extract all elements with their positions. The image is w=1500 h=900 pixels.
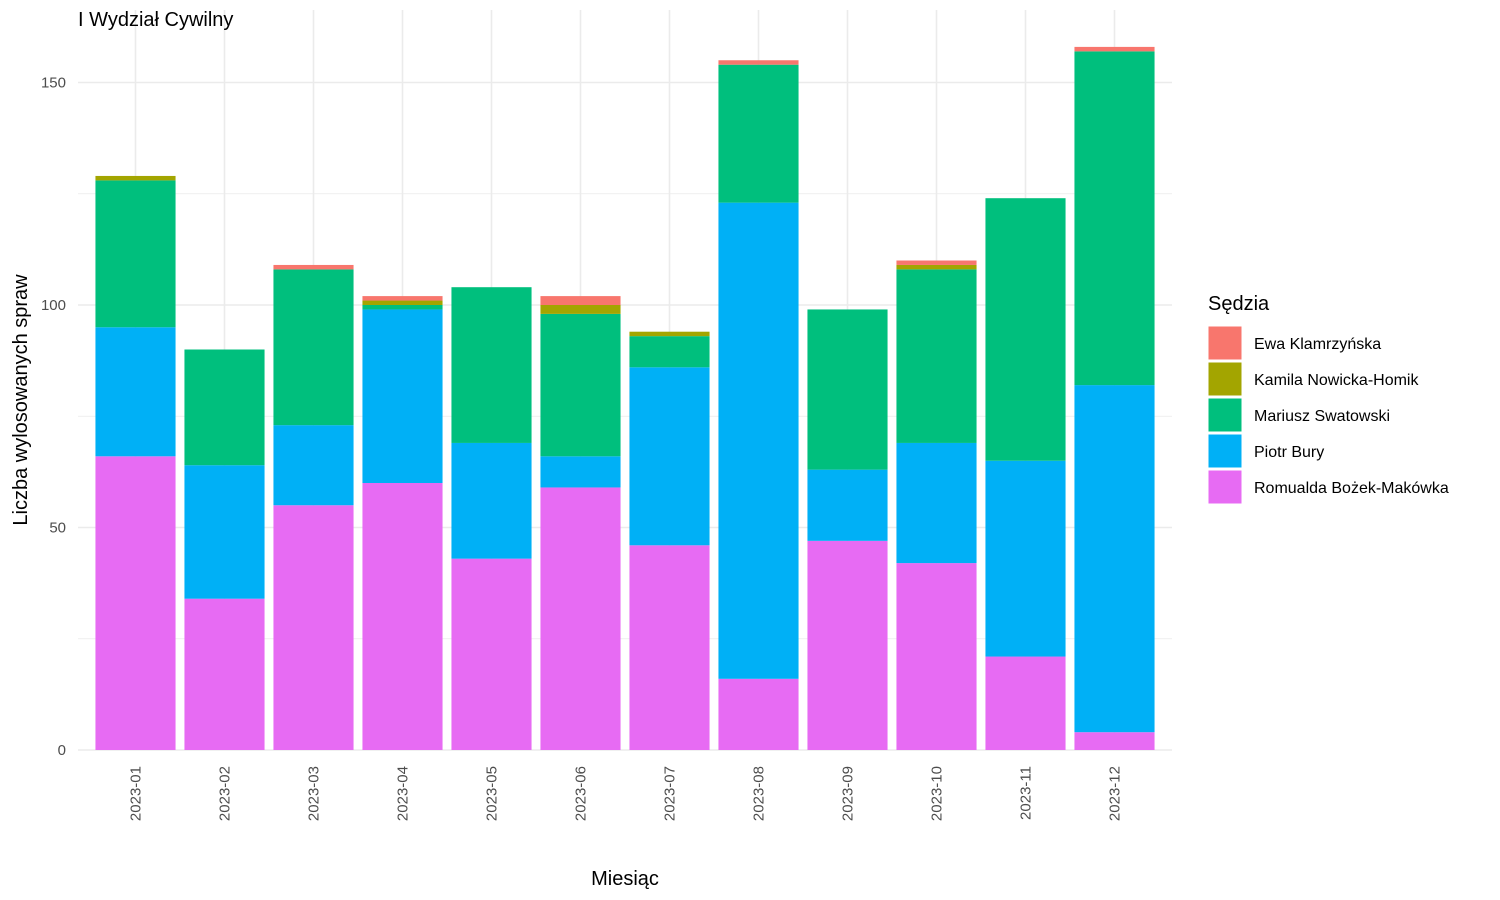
bar-segment [629, 336, 710, 368]
bar-segment [451, 558, 532, 750]
y-axis-ticks: 0 50 100 150 [41, 75, 66, 760]
bar-segment [362, 296, 443, 301]
x-axis-title: Miesiąc [591, 868, 659, 890]
legend-label: Kamila Nowicka-Homik [1254, 372, 1419, 389]
legend-swatch [1207, 361, 1243, 397]
x-tick-label: 2023-08 [751, 766, 768, 821]
bar-segment [718, 64, 799, 203]
bar-segment [1074, 46, 1155, 52]
legend-items: Ewa Klamrzyńska Kamila Nowicka-Homik Mariu… [1207, 325, 1449, 505]
bar-segment [896, 264, 977, 270]
legend-swatch [1207, 469, 1243, 505]
bar-segment [184, 349, 265, 466]
bar-segment [184, 598, 265, 750]
bar-segment [540, 313, 621, 457]
legend-label: Piotr Bury [1254, 444, 1324, 461]
legend-label: Romualda Bożek-Makówka [1254, 480, 1449, 497]
bar-segment [362, 300, 443, 305]
x-tick-label: 2023-09 [840, 766, 857, 821]
bar-segment [273, 505, 354, 750]
bar-segment [451, 287, 532, 443]
legend-swatch [1207, 325, 1243, 361]
y-axis-title: Liczba wylosowanych spraw [10, 274, 32, 526]
bar-segment [807, 309, 888, 470]
x-tick-label: 2023-07 [662, 766, 679, 821]
bar-segment [896, 563, 977, 750]
bar-segment [718, 60, 799, 65]
legend-label: Ewa Klamrzyńska [1254, 336, 1381, 353]
bar-segment [95, 456, 176, 750]
bar-segment [540, 487, 621, 750]
bar-segment [540, 456, 621, 488]
y-tick-label: 100 [41, 297, 66, 314]
bar-segment [540, 296, 621, 305]
bar-segment [273, 264, 354, 270]
x-tick-label: 2023-01 [128, 766, 145, 821]
bar-segment [896, 442, 977, 564]
bar-segment [718, 202, 799, 679]
bar-segment [896, 269, 977, 443]
bar-segment [985, 460, 1066, 657]
y-tick-label: 150 [41, 75, 66, 92]
bar-segment [896, 260, 977, 265]
bar-segment [95, 175, 176, 181]
x-tick-label: 2023-12 [1107, 766, 1124, 821]
bar-segment [451, 442, 532, 559]
bar-segment [629, 367, 710, 546]
bar-segment [362, 305, 443, 310]
legend-swatch [1207, 433, 1243, 469]
x-tick-label: 2023-10 [929, 766, 946, 821]
bar-segment [985, 656, 1066, 750]
bar-segment [273, 269, 354, 426]
x-tick-label: 2023-04 [395, 766, 412, 821]
bars [95, 46, 1155, 750]
bar-segment [95, 327, 176, 457]
x-tick-label: 2023-03 [306, 766, 323, 821]
bar-segment [362, 483, 443, 750]
bar-segment [95, 180, 176, 328]
x-tick-label: 2023-05 [484, 766, 501, 821]
bar-segment [184, 465, 265, 599]
bar-segment [807, 540, 888, 750]
bar-segment [1074, 51, 1155, 386]
bar-segment [718, 678, 799, 750]
x-axis-ticks: 2023-01 2023-02 2023-03 2023-04 2023-05 2023-… [128, 766, 1124, 821]
bar-segment [1074, 732, 1155, 750]
chart-title: I Wydział Cywilny [78, 9, 233, 31]
x-tick-label: 2023-11 [1018, 766, 1035, 820]
x-tick-label: 2023-06 [573, 766, 590, 821]
x-tick-label: 2023-02 [217, 766, 234, 821]
legend-title: Sędzia [1208, 293, 1270, 315]
bar-segment [1074, 385, 1155, 733]
bar-segment [629, 331, 710, 337]
y-tick-label: 0 [58, 742, 66, 759]
legend-label: Mariusz Swatowski [1254, 408, 1390, 425]
bar-segment [629, 545, 710, 750]
legend-swatch [1207, 397, 1243, 433]
legend: Sędzia Ewa Klamrzyńska Kamila Nowicka-Hom… [1207, 293, 1449, 505]
bar-segment [273, 425, 354, 506]
bar-segment [807, 469, 888, 541]
bar-segment [985, 198, 1066, 461]
bar-segment [362, 309, 443, 483]
y-tick-label: 50 [49, 520, 66, 537]
bar-segment [540, 305, 621, 314]
